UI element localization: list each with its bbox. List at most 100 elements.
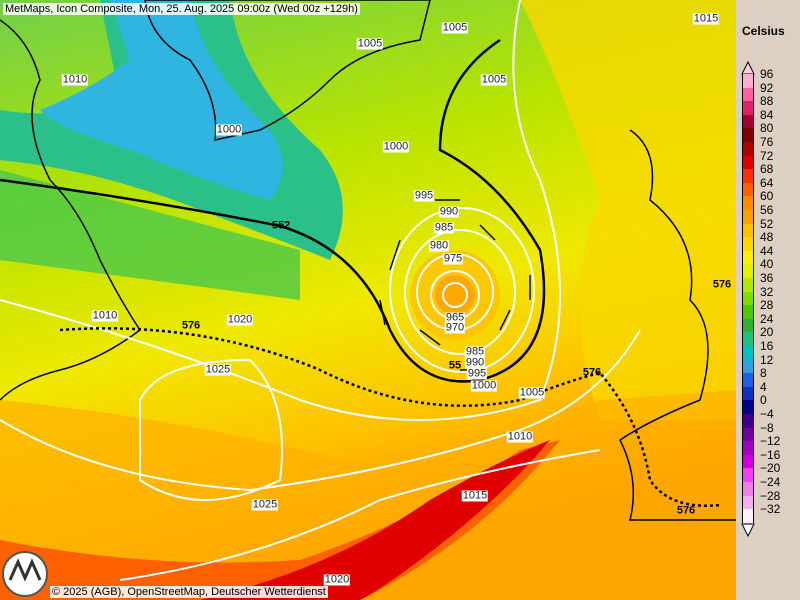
isobar-label: 1020 [323,573,351,586]
legend-arrows [741,60,755,538]
isobar-label: 985 [433,221,455,234]
legend-label: 64 [760,175,774,190]
isobar-label: 1025 [204,363,232,376]
isobar-label: 1010 [91,309,119,322]
legend-label: −16 [760,447,781,462]
isobar-label: 985 [464,345,486,358]
legend-label: 72 [760,148,774,163]
legend-label: −12 [760,434,781,449]
legend-swatch [742,250,754,265]
legend-label: 4 [760,379,767,394]
isobar-label: 995 [413,189,435,202]
legend-label: 84 [760,107,774,122]
legend-label: 16 [760,339,774,353]
map [0,0,736,600]
legend-swatch [742,318,754,333]
isobar-label: 1010 [61,73,89,86]
isobar-label: 1000 [382,140,410,153]
legend-swatch [742,264,754,278]
legend-label: 32 [760,284,774,299]
legend-swatch [742,441,754,455]
legend-label: 28 [760,298,774,313]
legend-label: 68 [760,162,774,177]
legend-label: −20 [760,461,781,476]
legend-unit: Celsius [742,24,785,38]
legend-swatch [742,400,754,414]
legend-swatch [742,210,754,224]
legend-swatch [742,495,754,510]
isobar-label: 965 [444,311,466,324]
legend-swatch [742,101,754,115]
legend-swatch [742,386,754,401]
isobar-label: 1005 [518,386,546,399]
legend-label: 48 [760,230,774,245]
isobar-label: 1015 [461,489,489,502]
isobar-label: 1005 [356,37,384,50]
isobar-label: 1015 [692,12,720,25]
isobar-label: 990 [438,205,460,218]
legend-swatch [742,196,754,210]
legend-label: 76 [760,135,774,149]
isobar-label: 1000 [215,123,243,136]
legend-label: −8 [760,420,774,435]
legend-swatch [742,359,754,374]
legend-label: 24 [760,311,774,326]
legend-swatch [742,427,754,442]
legend-swatch [742,114,754,129]
legend-swatch [742,142,754,156]
isobar-label: 980 [428,239,450,252]
legend-label: 96 [760,67,774,81]
thickness-label: 576 [582,366,602,379]
isobar-label: 1005 [441,21,469,34]
legend-swatch [742,223,754,238]
legend-swatch [742,454,754,469]
legend-swatch [742,237,754,251]
legend-label: 56 [760,203,774,217]
legend-label: −4 [760,407,774,421]
legend: Celsius 96 92 88 84 80 76 72 68 64 60 56 52 48 44 40 36… [736,0,800,600]
legend-swatch [742,509,754,523]
legend-swatch [742,128,754,142]
legend-swatch [742,155,754,170]
isobar-label: 1005 [480,73,508,86]
legend-swatch [742,414,754,428]
legend-label: 92 [760,80,774,95]
map-title: MetMaps, Icon Composite, Mon, 25. Aug. 2… [3,3,360,15]
isobar-label: 1020 [226,313,254,326]
legend-label: 0 [760,393,767,408]
legend-label: 44 [760,243,774,258]
legend-label: 60 [760,189,774,204]
isobar-label: 995 [466,367,488,380]
legend-swatch [742,332,754,346]
thickness-label: 576 [712,278,732,291]
legend-swatch [742,291,754,306]
copyright: © 2025 (AGB), OpenStreetMap, Deutscher W… [50,586,328,598]
legend-label: −24 [760,475,781,489]
legend-swatch [742,468,754,482]
legend-swatch [742,373,754,387]
thickness-label: 55 [448,359,462,372]
legend-label: 36 [760,271,774,285]
isobar-label: 1000 [470,379,498,392]
legend-label: 8 [760,366,767,381]
legend-label: −28 [760,488,781,503]
thickness-label: 576 [181,319,201,332]
isobar-label: 990 [464,356,486,369]
legend-label: 40 [760,257,774,272]
legend-label: 52 [760,216,774,231]
thickness-label: 552 [271,219,291,232]
legend-swatch [742,182,754,197]
legend-swatch [742,346,754,360]
isobar-label: 1010 [506,430,534,443]
legend-label: 80 [760,121,774,136]
legend-swatch [742,169,754,183]
logo [2,551,48,597]
legend-swatch [742,278,754,292]
legend-swatch [742,74,754,88]
thickness-label: 576 [676,504,696,517]
isobar-label: 975 [442,252,464,265]
isobar-label: 970 [444,321,466,334]
legend-swatch [742,305,754,319]
legend-swatch [742,87,754,102]
